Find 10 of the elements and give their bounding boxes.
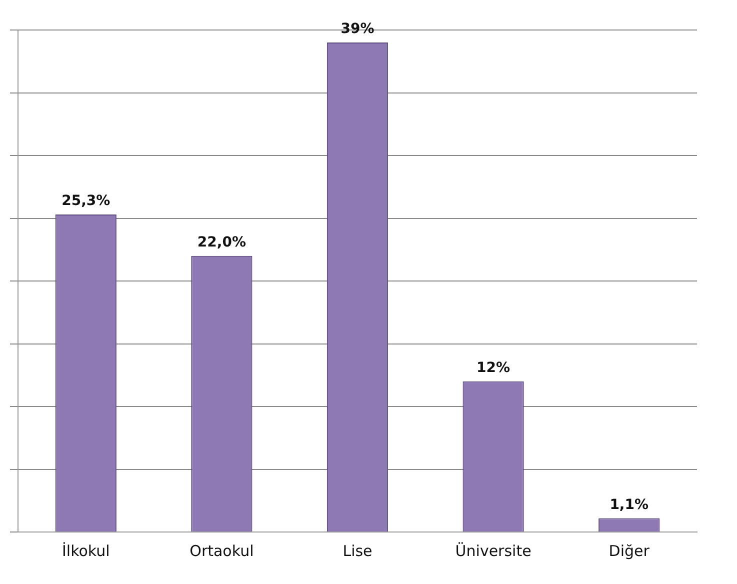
data-label: 22,0% (197, 234, 246, 251)
x-tick-label: Üniversite (455, 542, 532, 560)
x-tick-label: İlkokul (62, 542, 110, 560)
x-tick-label: Diğer (608, 542, 650, 560)
x-tick-label: Lise (342, 542, 372, 560)
data-label: 12% (476, 360, 510, 376)
data-label: 39% (340, 21, 374, 38)
data-label: 1,1% (610, 496, 649, 513)
x-tick-label: Ortaokul (190, 542, 254, 560)
data-label: 25,3% (62, 193, 110, 210)
